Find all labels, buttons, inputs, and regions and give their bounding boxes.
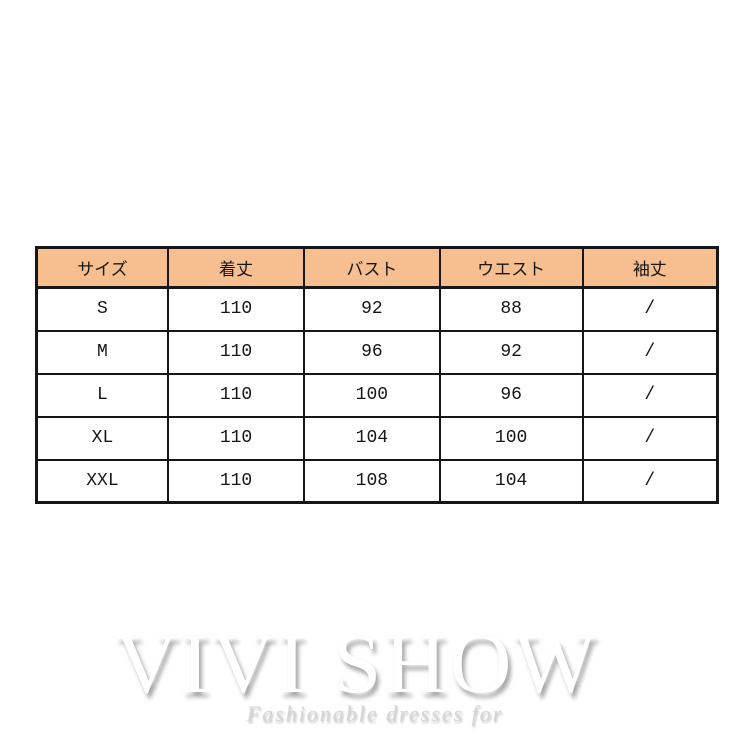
cell-length: 110 bbox=[166, 415, 306, 461]
watermark-brand-text: VIVI SHOW bbox=[115, 615, 599, 711]
cell-waist: 92 bbox=[438, 329, 584, 375]
cell-length: 110 bbox=[166, 458, 306, 504]
header-cell-size: サイズ bbox=[35, 246, 169, 289]
table-row-s: S 110 92 88 / bbox=[35, 286, 719, 332]
cell-size: XXL bbox=[35, 458, 169, 504]
cell-bust: 100 bbox=[303, 372, 441, 418]
cell-size: L bbox=[35, 372, 169, 418]
table-header-row: サイズ 着丈 バスト ウエスト 袖丈 bbox=[35, 246, 719, 289]
watermark-tagline-text: Fashionable dresses for bbox=[246, 701, 504, 726]
cell-bust: 96 bbox=[303, 329, 441, 375]
cell-waist: 104 bbox=[438, 458, 584, 504]
size-chart-table: サイズ 着丈 バスト ウエスト 袖丈 S 110 92 88 / M 110 9… bbox=[35, 246, 719, 504]
cell-sleeve: / bbox=[581, 286, 719, 332]
cell-waist: 96 bbox=[438, 372, 584, 418]
cell-sleeve: / bbox=[581, 415, 719, 461]
cell-size: M bbox=[35, 329, 169, 375]
table-row-xl: XL 110 104 100 / bbox=[35, 415, 719, 461]
cell-sleeve: / bbox=[581, 458, 719, 504]
cell-sleeve: / bbox=[581, 372, 719, 418]
cell-waist: 88 bbox=[438, 286, 584, 332]
cell-bust: 92 bbox=[303, 286, 441, 332]
header-cell-bust: バスト bbox=[303, 246, 441, 289]
cell-size: XL bbox=[35, 415, 169, 461]
table-row-xxl: XXL 110 108 104 / bbox=[35, 458, 719, 504]
header-cell-sleeve: 袖丈 bbox=[581, 246, 719, 289]
cell-waist: 100 bbox=[438, 415, 584, 461]
cell-bust: 104 bbox=[303, 415, 441, 461]
cell-length: 110 bbox=[166, 286, 306, 332]
cell-length: 110 bbox=[166, 372, 306, 418]
table-row-l: L 110 100 96 / bbox=[35, 372, 719, 418]
cell-size: S bbox=[35, 286, 169, 332]
cell-sleeve: / bbox=[581, 329, 719, 375]
header-cell-waist: ウエスト bbox=[438, 246, 584, 289]
cell-length: 110 bbox=[166, 329, 306, 375]
cell-bust: 108 bbox=[303, 458, 441, 504]
table-row-m: M 110 96 92 / bbox=[35, 329, 719, 375]
header-cell-length: 着丈 bbox=[166, 246, 306, 289]
